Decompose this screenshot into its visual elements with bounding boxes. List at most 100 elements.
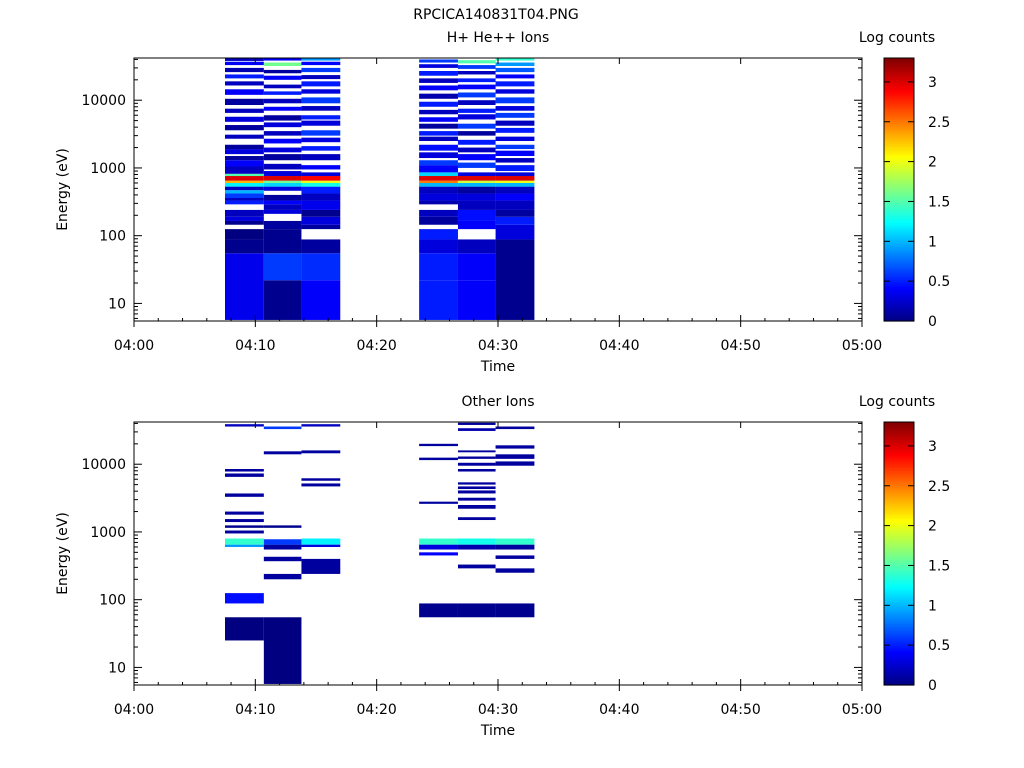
y-tick-label: 10000 — [81, 93, 126, 109]
spectrogram-cell — [301, 216, 341, 225]
colorbar-segment — [884, 560, 914, 563]
spectrogram-cell — [419, 109, 458, 115]
spectrogram-cell — [419, 216, 458, 225]
spectrogram-cell — [495, 216, 535, 225]
x-tick-label: 05:00 — [842, 338, 882, 354]
colorbar-segment — [884, 553, 914, 557]
spectrogram-cell — [301, 483, 341, 487]
colorbar-label: Log counts — [859, 30, 935, 46]
spectrogram-cell — [301, 478, 341, 481]
colorbar-frame — [883, 421, 915, 686]
spectrogram-cell — [301, 172, 341, 177]
spectrogram-cell — [419, 93, 458, 99]
spectrogram-cell — [495, 112, 535, 118]
colorbar-segment — [884, 500, 914, 504]
spectrogram-cell — [225, 190, 264, 194]
colorbar-segment — [884, 101, 914, 105]
colorbar: 0 0.5 1 1.5 2 2.5 3 Log counts — [859, 30, 950, 330]
colorbar-segment — [884, 165, 914, 169]
colorbar-segment — [884, 509, 914, 513]
spectrogram-cell — [263, 204, 302, 210]
spectrogram-cell — [457, 482, 496, 485]
spectrogram-cell — [263, 154, 302, 161]
spectrogram-cell — [263, 98, 302, 104]
y-tick-label: 1000 — [90, 161, 126, 177]
colorbar-segment — [884, 634, 914, 638]
spectrogram-cell — [495, 200, 535, 210]
colorbar-segment — [884, 630, 914, 633]
spectrogram-cell — [495, 445, 535, 449]
colorbar-segment — [884, 217, 914, 221]
colorbar-segment — [884, 128, 914, 131]
colorbar-segment — [884, 621, 914, 625]
colorbar-segment — [884, 568, 914, 572]
panel-1: H+ He++ Ions 04:00 04:10 04:20 04:30 04:40 04:… — [55, 30, 950, 375]
colorbar-segment — [884, 114, 914, 118]
spectrogram-cell — [225, 198, 264, 201]
colorbar: 0 0.5 1 1.5 2 2.5 3 Log counts — [859, 394, 950, 694]
spectrogram-cell — [225, 253, 264, 320]
colorbar-tick-label: 2 — [928, 519, 937, 535]
y-tick-label: 10 — [108, 296, 126, 312]
spectrogram-cell — [301, 186, 341, 194]
colorbar-segment — [884, 255, 914, 259]
spectrogram-cell — [225, 74, 264, 79]
spectrogram-cell — [457, 209, 496, 221]
spectrogram-cell — [457, 92, 496, 98]
colorbar-segment — [884, 176, 914, 180]
spectrogram-cell — [263, 147, 302, 153]
colorbar-segment — [884, 130, 914, 134]
spectrogram-cell — [457, 84, 496, 90]
colorbar-segment — [884, 483, 914, 487]
spectrogram-cell — [419, 603, 458, 618]
spectrogram-cell — [263, 194, 302, 201]
spectrogram-cell — [301, 130, 341, 136]
spectrogram-cell — [495, 176, 535, 181]
colorbar-segment — [884, 459, 914, 463]
colorbar-segment — [884, 277, 914, 280]
spectrogram-cell — [457, 504, 496, 509]
panel-title: Other Ions — [461, 394, 534, 410]
spectrogram-cell — [495, 193, 535, 201]
spectrogram-cell — [225, 525, 264, 528]
spectrogram-cell — [457, 176, 496, 181]
colorbar-segment — [884, 90, 914, 94]
colorbar-segment — [884, 136, 914, 140]
colorbar-segment — [884, 527, 914, 530]
spectrogram-cell — [419, 501, 458, 504]
colorbar-segment — [884, 647, 914, 651]
spectrogram-cell — [419, 172, 458, 177]
colorbar-segment — [884, 465, 914, 469]
spectrogram-cell — [225, 593, 264, 604]
colorbar-segment — [884, 121, 914, 125]
spectrogram-cell — [495, 150, 535, 157]
colorbar-segment — [884, 266, 914, 269]
colorbar-segment — [884, 66, 914, 70]
colorbar-segment — [884, 152, 914, 156]
colorbar-segment — [884, 290, 914, 294]
colorbar-tick-label: 0 — [928, 678, 937, 694]
colorbar-segment — [884, 242, 914, 245]
colorbar-segment — [884, 669, 914, 673]
colorbar-segment — [884, 610, 914, 614]
spectrogram-cell — [263, 539, 302, 545]
spectrogram-cell — [457, 108, 496, 113]
spectrogram-cell — [225, 544, 264, 547]
spectrogram-cell — [225, 538, 264, 545]
colorbar-segment — [884, 601, 914, 605]
colorbar-segment — [884, 478, 914, 482]
colorbar-segment — [884, 270, 914, 274]
spectrogram-cell — [225, 166, 264, 174]
spectrogram-cell — [301, 81, 341, 87]
colorbar-segment — [884, 167, 914, 171]
spectrogram-cell — [419, 239, 458, 254]
spectrogram-cell — [225, 144, 264, 150]
colorbar-segment — [884, 503, 914, 506]
colorbar-segment — [884, 310, 914, 313]
y-tick-label: 1000 — [90, 525, 126, 541]
colorbar-segment — [884, 623, 914, 627]
spectrogram-cell — [495, 120, 535, 126]
spectrogram-cell — [419, 176, 458, 181]
colorbar-segment — [884, 281, 914, 285]
colorbar-segment — [884, 643, 914, 647]
